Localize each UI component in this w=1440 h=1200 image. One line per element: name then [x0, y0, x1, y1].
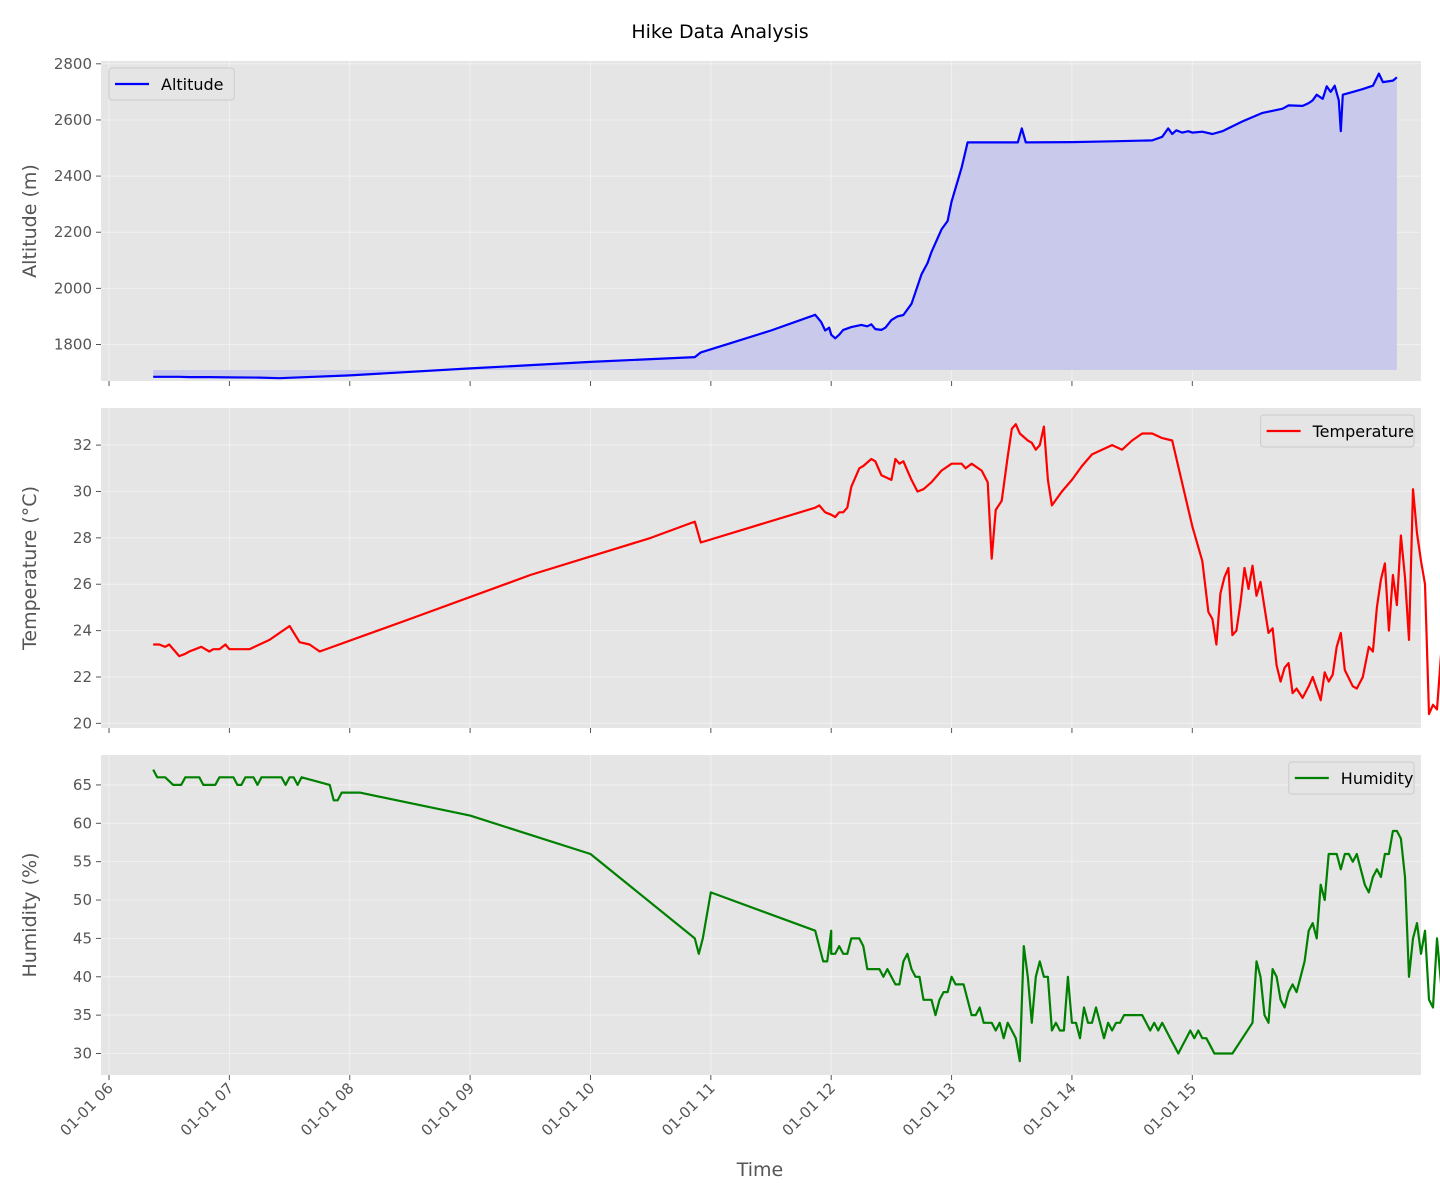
y-tick-label: 55	[73, 853, 92, 871]
y-tick-label: 32	[73, 436, 92, 454]
y-axis-title: Temperature (°C)	[19, 486, 41, 651]
x-tick-label: 01-01 12	[779, 1079, 839, 1139]
panel-1: 20 22 24 26 28 30 32 Temperature (°C) Temperatur…	[19, 408, 1440, 733]
legend-label: Altitude	[161, 75, 224, 94]
y-tick-label: 45	[73, 929, 92, 947]
y-tick-label: 2800	[54, 55, 92, 73]
legend-frame	[108, 67, 235, 101]
y-tick-label: 50	[73, 891, 92, 909]
y-axis-title: Humidity (%)	[19, 852, 41, 977]
x-tick-label: 01-01 09	[418, 1079, 478, 1139]
x-tick-label: 01-01 10	[538, 1079, 598, 1139]
panel-background	[101, 755, 1421, 1075]
y-tick-label: 26	[73, 575, 92, 593]
humidity-line	[152, 769, 1440, 1063]
y-tick-label: 2600	[54, 111, 92, 129]
altitude-area-fill	[153, 73, 1397, 379]
x-tick-label: 01-01 06	[56, 1079, 116, 1139]
panel-2: 30 35 40 45 50 55 60 65 Humidity (%) Humidity	[19, 755, 1440, 1080]
y-tick-label: 2400	[54, 167, 92, 185]
y-tick-label: 28	[73, 529, 92, 547]
y-tick-label: 40	[73, 968, 92, 986]
y-tick-label: 2200	[54, 223, 92, 241]
x-axis: 01-01 06 01-01 07 01-01 08 01-01 09 01-01 10…	[56, 1079, 1200, 1139]
x-tick-label: 01-01 13	[899, 1079, 959, 1139]
chart-panels: 1800 2000 2200 2400 2600 2800 Altitude (m) Alti…	[19, 55, 1440, 1080]
y-tick-label: 65	[73, 776, 92, 794]
altitude-line	[153, 72, 1398, 380]
x-tick-label: 01-01 14	[1019, 1079, 1079, 1139]
y-tick-label: 1800	[54, 336, 92, 354]
legend: Altitude	[108, 67, 235, 101]
x-axis-title: Time	[736, 1159, 784, 1181]
y-axis-title: Altitude (m)	[19, 164, 41, 278]
y-tick-label: 2000	[54, 279, 92, 297]
x-tick-label: 01-01 07	[177, 1079, 237, 1139]
panel-0: 1800 2000 2200 2400 2600 2800 Altitude (m) Alti…	[19, 55, 1421, 386]
legend-frame	[1260, 414, 1415, 448]
y-tick-label: 35	[73, 1006, 92, 1024]
panel-background	[101, 408, 1421, 728]
legend: Humidity	[1288, 761, 1415, 795]
y-tick-label: 30	[73, 1045, 92, 1063]
y-tick-label: 22	[73, 668, 92, 686]
y-tick-label: 20	[73, 714, 92, 732]
legend: Temperature	[1260, 414, 1415, 448]
legend-label: Humidity	[1341, 769, 1414, 788]
x-tick-label: 01-01 15	[1140, 1079, 1200, 1139]
x-tick-label: 01-01 11	[658, 1079, 718, 1139]
temperature-line	[153, 423, 1440, 716]
legend-frame	[1288, 761, 1415, 795]
figure-title: Hike Data Analysis	[631, 21, 808, 43]
y-tick-label: 60	[73, 814, 92, 832]
x-tick-label: 01-01 08	[297, 1079, 357, 1139]
legend-label: Temperature	[1312, 422, 1414, 441]
y-tick-label: 30	[73, 482, 92, 500]
y-tick-label: 24	[73, 622, 92, 640]
